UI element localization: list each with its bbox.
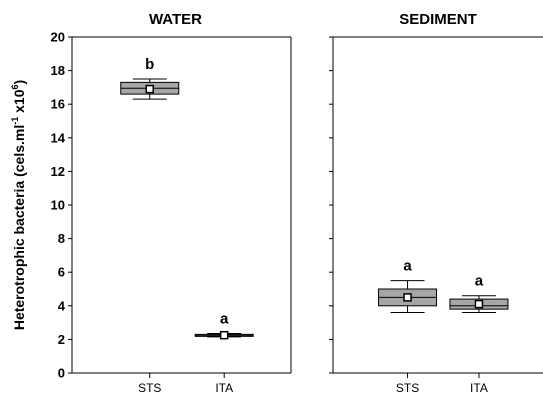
significance-label: b [145, 56, 154, 73]
significance-label: a [475, 273, 484, 290]
y-tick-label: 14 [51, 130, 66, 145]
mean-marker [403, 293, 412, 302]
y-tick-label: 2 [58, 332, 65, 347]
panel-sediment: SEDIMENT STS ITA a a [329, 11, 543, 395]
x-tick-label: ITA [470, 381, 488, 395]
y-tick-label: 8 [58, 231, 65, 246]
box-sediment-ita: a [449, 273, 509, 314]
y-axis-title-sup2: 6 [10, 84, 20, 89]
box-water-ita: a [194, 311, 254, 340]
y-tick-label: 4 [58, 298, 66, 313]
y-tick-label: 20 [51, 30, 65, 45]
y-tick-label: 10 [51, 198, 65, 213]
y-tick-label: 0 [58, 366, 65, 381]
y-axis-title-sup1: -1 [10, 117, 20, 125]
panel-title-sediment: SEDIMENT [399, 11, 477, 28]
mean-marker [474, 299, 484, 309]
y-tick-label: 12 [51, 164, 65, 179]
y-tick-label: 6 [58, 265, 65, 280]
significance-label: a [403, 258, 412, 275]
y-axis-title: Heterotrophic bacteria (cels.ml-1 x106) [10, 80, 27, 330]
y-axis-title-middle: x10 [11, 89, 27, 116]
mean-marker [145, 84, 154, 94]
mean-marker [219, 330, 229, 340]
box-water-sts: b [120, 56, 180, 100]
y-axis-title-prefix: Heterotrophic bacteria (cels.ml [11, 125, 27, 330]
x-tick-label: ITA [215, 381, 233, 395]
box-sediment-sts: a [378, 258, 438, 314]
x-tick-label: STS [138, 381, 161, 395]
panel-title-water: WATER [149, 11, 202, 28]
panels-layer: WATER 0 2 4 6 8 10 12 14 16 18 20 STS ITA b a SEDIMENT ST… [51, 11, 543, 395]
panel-water: WATER 0 2 4 6 8 10 12 14 16 18 20 STS ITA b a [51, 11, 292, 395]
y-axis-title-suffix: ) [11, 80, 27, 85]
x-tick-label: STS [396, 381, 419, 395]
y-tick-label: 16 [51, 97, 65, 112]
y-tick-label: 18 [51, 63, 65, 78]
significance-label: a [220, 311, 229, 328]
